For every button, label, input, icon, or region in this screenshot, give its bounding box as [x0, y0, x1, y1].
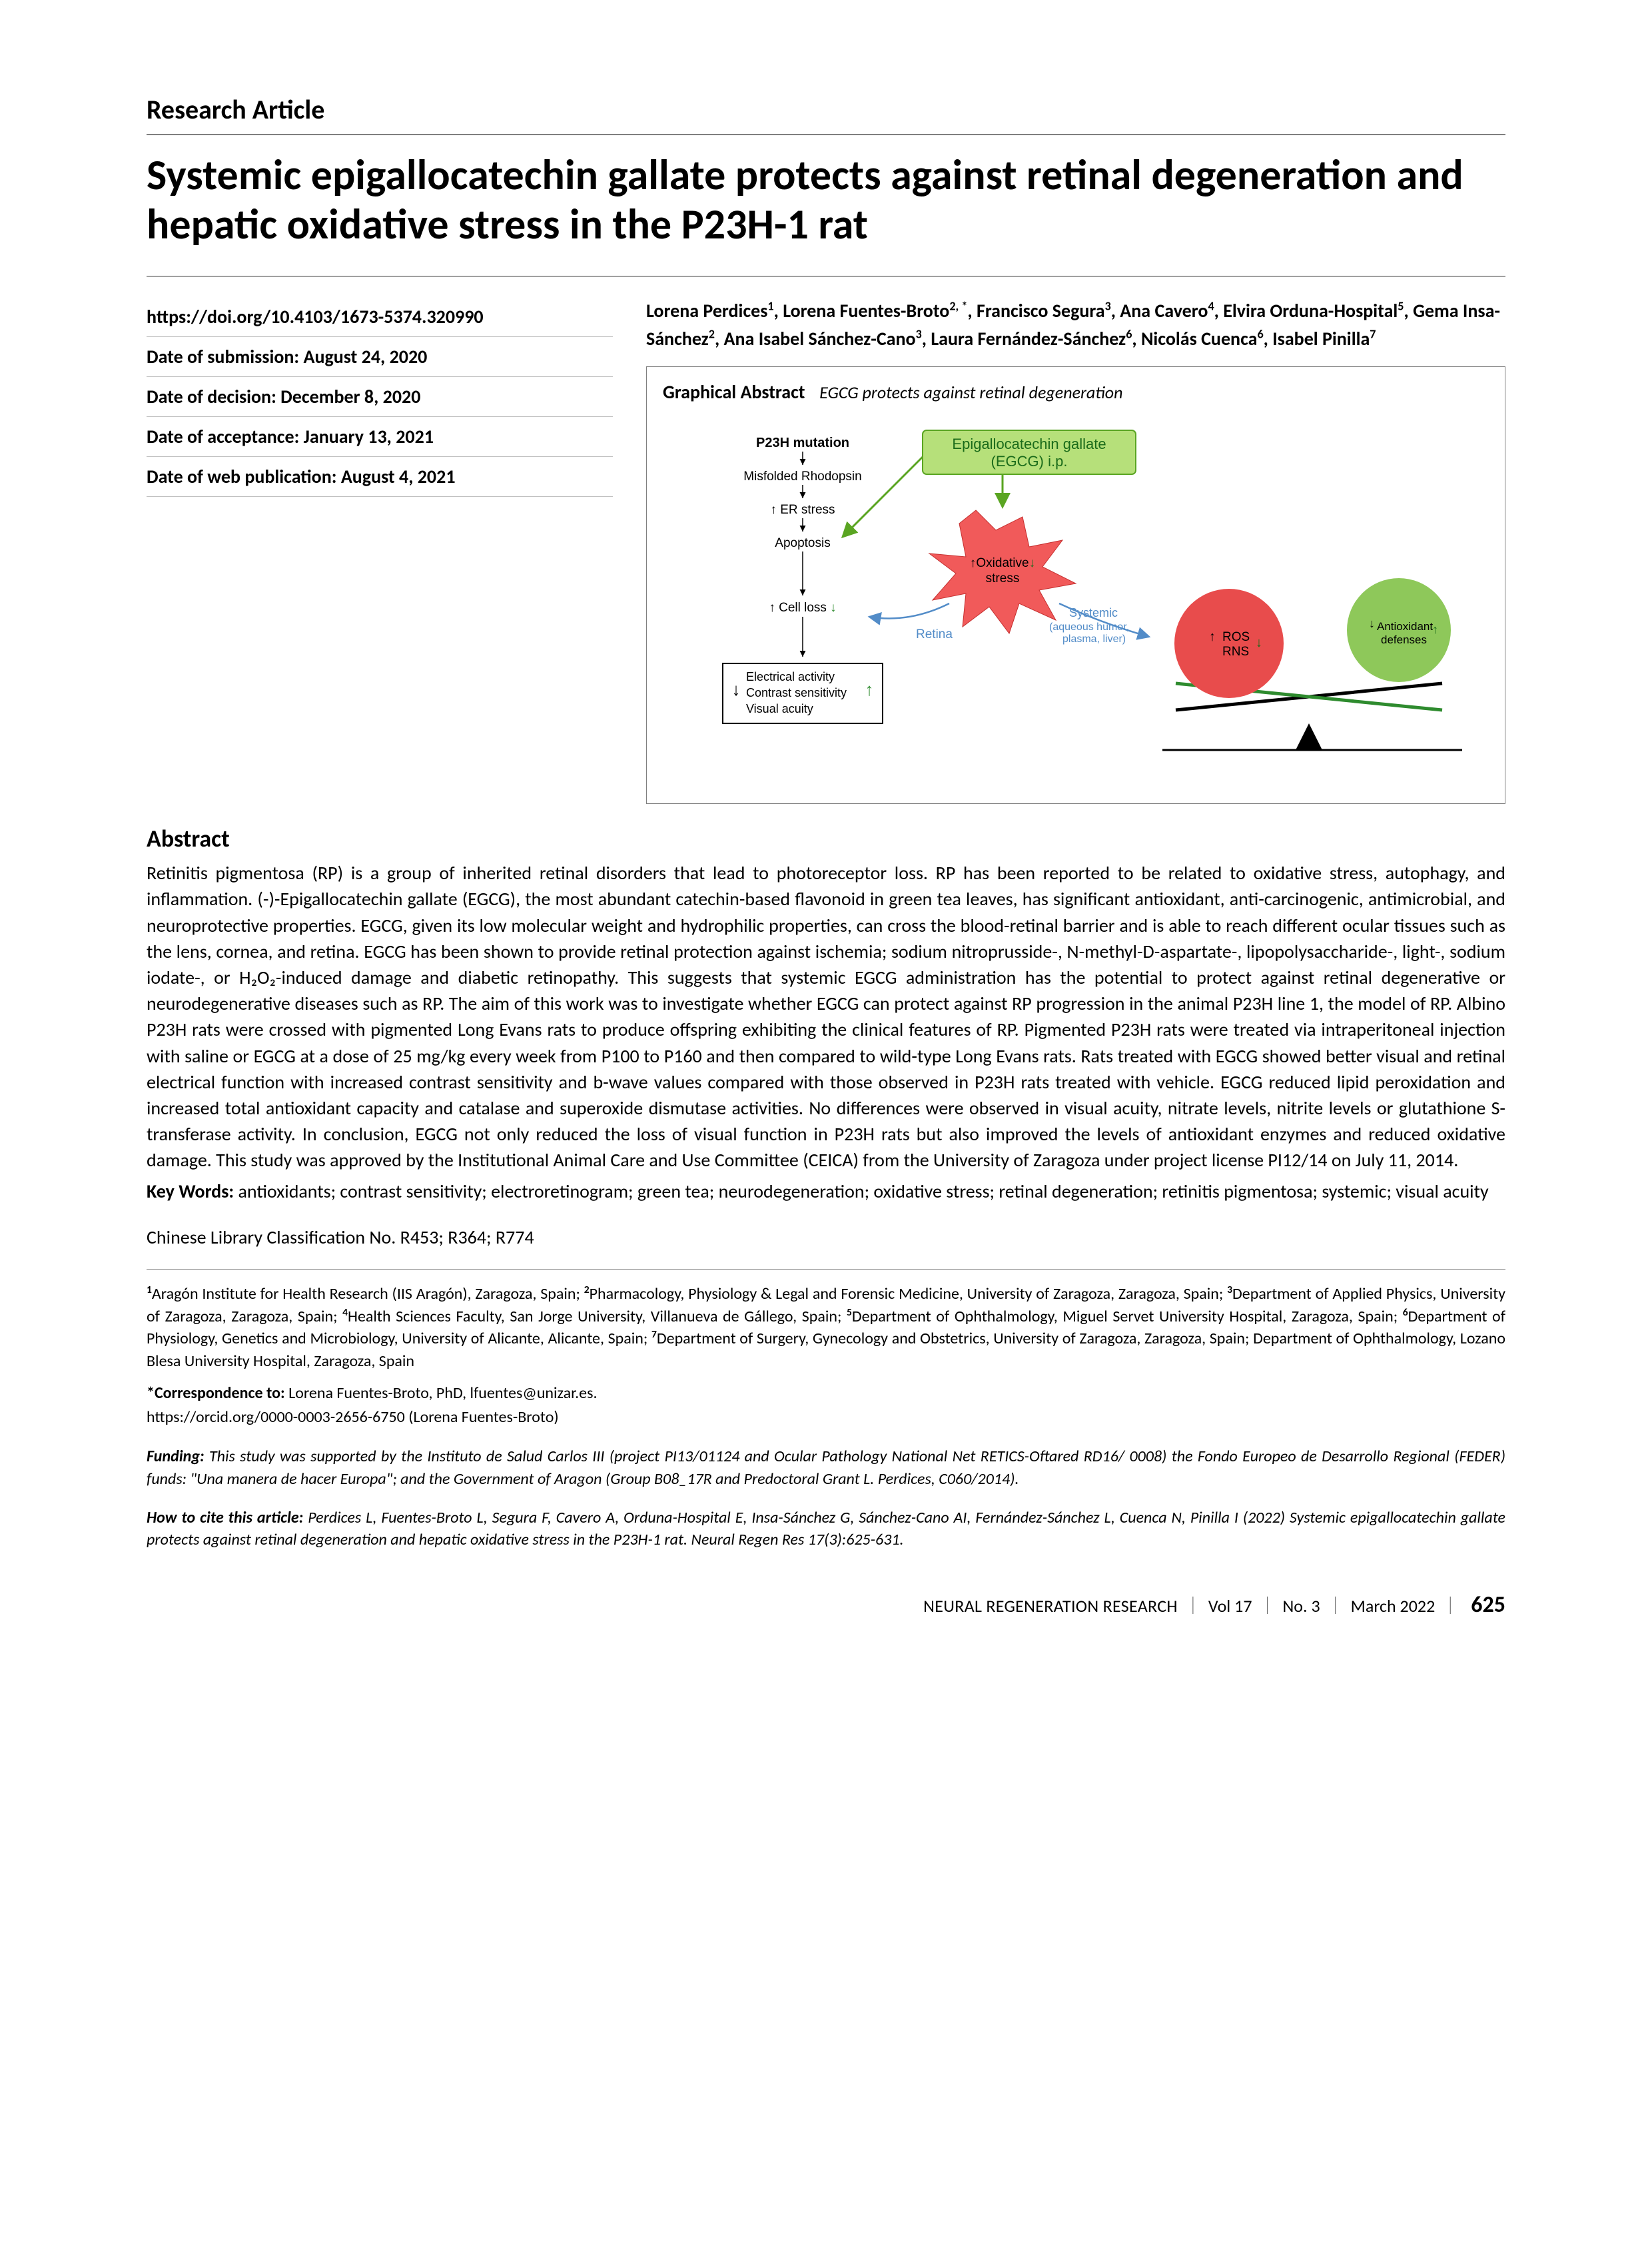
affiliations: 1Aragón Institute for Health Research (I… — [147, 1283, 1505, 1372]
down-green-ros: ↓ — [1256, 635, 1262, 650]
electrical-label: Electrical activity — [746, 670, 835, 683]
misfolded-label: Misfolded Rhodopsin — [743, 470, 861, 484]
page-footer: NEURAL REGENERATION RESEARCH ｜ Vol 17 ｜ … — [147, 1591, 1505, 1619]
doi-link[interactable]: https://doi.org/10.4103/1673-5374.320990 — [147, 297, 613, 337]
updown-ros-icon: ↑ — [1209, 629, 1216, 644]
date-acceptance: Date of acceptance: January 13, 2021 — [147, 417, 613, 457]
ga-header: Graphical Abstract — [663, 380, 805, 404]
correspondence: *Correspondence to: Lorena Fuentes-Broto… — [147, 1381, 1505, 1429]
funding-block: Funding: This study was supported by the… — [147, 1445, 1505, 1490]
orcid-link[interactable]: https://orcid.org/0000-0003-2656-6750 (L… — [147, 1407, 559, 1427]
retina-label: Retina — [916, 627, 953, 641]
date-decision: Date of decision: December 8, 2020 — [147, 377, 613, 417]
ga-subtitle: EGCG protects against retinal degenerati… — [819, 382, 1122, 403]
journal-name: NEURAL REGENERATION RESEARCH — [923, 1595, 1178, 1617]
cite-block: How to cite this article: Perdices L, Fu… — [147, 1507, 1505, 1551]
cellloss-label: ↑ Cell loss ↓ — [769, 601, 836, 615]
defenses-label: defenses — [1381, 633, 1427, 646]
keywords-label: Key Words: — [147, 1180, 234, 1203]
article-type: Research Article — [147, 93, 1505, 135]
separator-icon: ｜ — [1442, 1593, 1459, 1617]
meta-block: https://doi.org/10.4103/1673-5374.320990… — [147, 297, 613, 804]
antiox-label: Antioxidant — [1377, 620, 1433, 633]
apoptosis-label: Apoptosis — [775, 536, 830, 550]
correspondence-text: Lorena Fuentes-Broto, PhD, lfuentes@uniz… — [288, 1383, 597, 1403]
author-list: Lorena Perdices1, Lorena Fuentes-Broto2,… — [646, 297, 1505, 353]
up-green-antiox: ↑ — [1432, 623, 1438, 636]
divider — [147, 276, 1505, 277]
rns-label: RNS — [1222, 645, 1249, 659]
header-columns: https://doi.org/10.4103/1673-5374.320990… — [147, 297, 1505, 804]
stress-label: stress — [986, 571, 1020, 585]
systemic-label-3: plasma, liver) — [1062, 633, 1126, 645]
separator-icon: ｜ — [1184, 1593, 1202, 1617]
egcg-label-1: Epigallocatechin gallate — [952, 436, 1106, 452]
ga-diagram: Epigallocatechin gallate (EGCG) i.p. P23… — [663, 417, 1489, 790]
cite-text: Perdices L, Fuentes-Broto L, Segura F, C… — [147, 1508, 1505, 1550]
down-black-antiox: ↓ — [1369, 617, 1375, 630]
systemic-label-1: Systemic — [1069, 606, 1118, 619]
down-arrow-black: ↓ — [732, 679, 741, 699]
divider — [147, 1269, 1505, 1270]
graphical-abstract-box: Graphical Abstract EGCG protects against… — [646, 366, 1505, 804]
clc-number: Chinese Library Classification No. R453;… — [147, 1226, 1505, 1249]
fulcrum-icon — [1296, 723, 1322, 750]
funding-label: Funding: — [147, 1447, 205, 1466]
up-arrow-green: ↑ — [865, 679, 874, 699]
article-title: Systemic epigallocatechin gallate protec… — [147, 151, 1505, 249]
ros-label: ROS — [1222, 630, 1250, 644]
correspondence-label: *Correspondence to: — [147, 1383, 285, 1403]
date-webpub: Date of web publication: August 4, 2021 — [147, 457, 613, 497]
keywords-text: antioxidants; contrast sensitivity; elec… — [238, 1180, 1488, 1203]
ga-header-row: Graphical Abstract EGCG protects against… — [663, 380, 1489, 404]
abstract-body: Retinitis pigmentosa (RP) is a group of … — [147, 860, 1505, 1173]
retina-arrow — [869, 603, 949, 619]
month: March 2022 — [1351, 1595, 1436, 1617]
acuity-label: Visual acuity — [746, 702, 813, 715]
arrow-egcg-left — [843, 457, 923, 537]
contrast-label: Contrast sensitivity — [746, 686, 847, 699]
p23h-label: P23H mutation — [756, 436, 849, 450]
authors-and-ga: Lorena Perdices1, Lorena Fuentes-Broto2,… — [646, 297, 1505, 804]
funding-text: This study was supported by the Institut… — [147, 1447, 1505, 1489]
abstract-heading: Abstract — [147, 824, 1505, 853]
date-submission: Date of submission: August 24, 2020 — [147, 337, 613, 377]
cite-label: How to cite this article: — [147, 1508, 303, 1527]
diagram-svg: Epigallocatechin gallate (EGCG) i.p. P23… — [669, 417, 1482, 790]
volume: Vol 17 — [1208, 1595, 1252, 1617]
egcg-label-2: (EGCG) i.p. — [991, 453, 1068, 470]
separator-icon: ｜ — [1259, 1593, 1276, 1617]
oxidative-label: ↑Oxidative↓ — [970, 556, 1035, 570]
issue: No. 3 — [1283, 1595, 1320, 1617]
page-number: 625 — [1471, 1591, 1505, 1619]
er-label: ↑ ER stress — [770, 503, 835, 517]
systemic-label-2: (aqueous humor, — [1049, 621, 1129, 633]
separator-icon: ｜ — [1327, 1593, 1344, 1617]
keywords: Key Words: antioxidants; contrast sensit… — [147, 1178, 1505, 1206]
